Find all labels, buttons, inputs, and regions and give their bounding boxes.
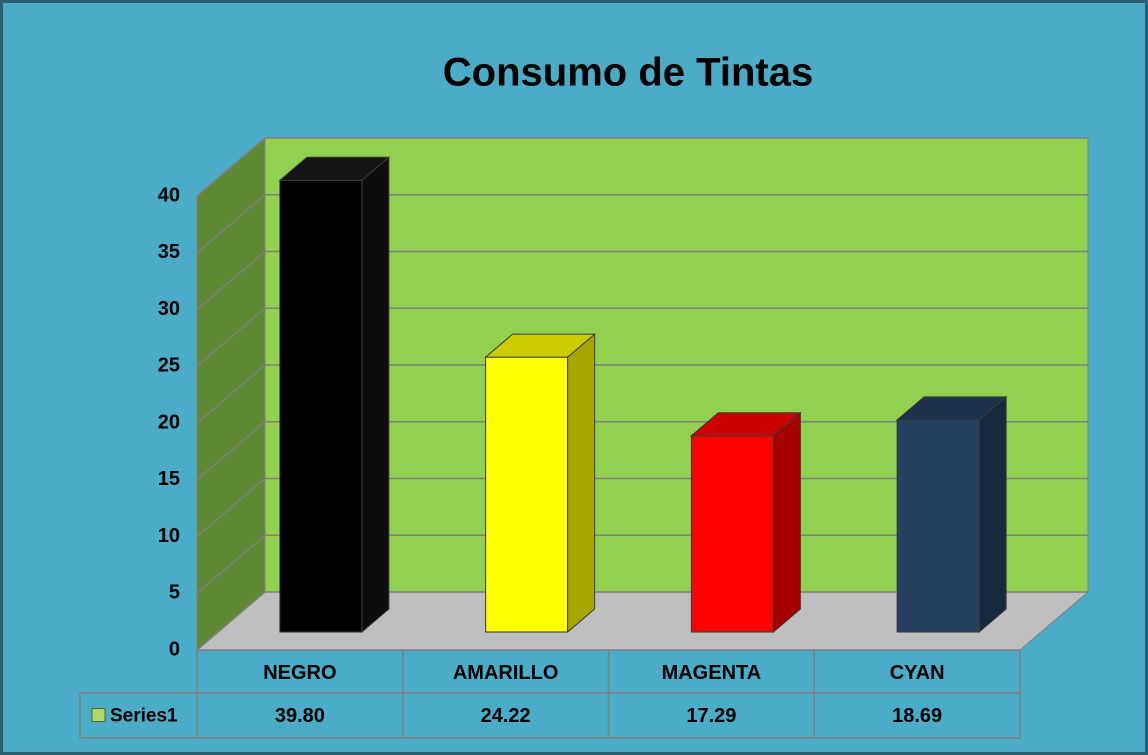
grid-line (196, 421, 1088, 481)
grid-line (196, 137, 1088, 197)
x-tick-label: CYAN (890, 662, 945, 684)
bar-side (978, 395, 1007, 634)
bar-front (690, 435, 774, 633)
bar-top (690, 412, 802, 437)
y-tick-label: 10 (158, 525, 180, 547)
bar-front (485, 356, 569, 633)
value-label: 17.29 (686, 705, 736, 727)
grid-line (196, 477, 1088, 538)
chart-title: Consumo de Tintas (443, 51, 813, 95)
bar (690, 411, 802, 634)
bar-top (278, 156, 391, 181)
x-tick-label: MAGENTA (662, 662, 762, 684)
bar (278, 156, 391, 634)
bar (484, 333, 596, 634)
bar-top (484, 333, 596, 358)
bar-side (567, 333, 596, 634)
x-tick-label: NEGRO (263, 662, 336, 684)
legend-swatch (91, 708, 106, 722)
bar-top (895, 396, 1008, 421)
legend-label: Series1 (110, 706, 178, 727)
bar-side (772, 411, 801, 634)
grid-line (196, 591, 1088, 651)
bar (895, 395, 1008, 634)
y-tick-label: 0 (169, 638, 180, 660)
grid-line (196, 194, 1088, 254)
grid-line (196, 307, 1088, 367)
grid-line (196, 534, 1088, 594)
x-tick-label: AMARILLO (453, 662, 559, 684)
y-tick-label: 30 (158, 298, 180, 320)
y-tick-label: 25 (158, 355, 180, 377)
bar-side (361, 156, 390, 634)
value-label: 24.22 (481, 705, 531, 727)
bar-front (896, 419, 980, 633)
grid-line (196, 250, 1088, 311)
y-tick-label: 20 (158, 411, 180, 433)
y-tick-label: 40 (158, 184, 180, 206)
value-label: 18.69 (892, 705, 942, 727)
y-tick-label: 5 (169, 582, 180, 604)
y-tick-label: 35 (158, 241, 180, 263)
grid-line (196, 364, 1088, 424)
bar-front (279, 179, 363, 633)
y-tick-label: 15 (158, 468, 180, 490)
value-label: 39.80 (275, 705, 325, 727)
table-row (79, 692, 1021, 739)
